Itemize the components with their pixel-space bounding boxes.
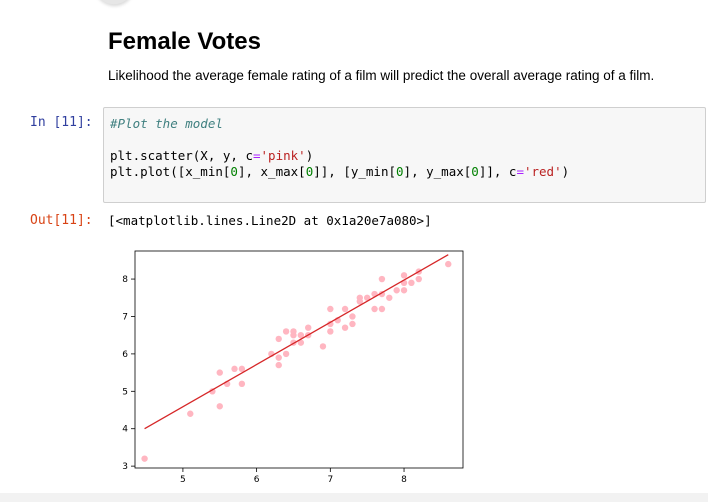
- scatter-point: [363, 294, 371, 301]
- scatter-point: [275, 335, 282, 343]
- x-tick-label: 5: [180, 475, 186, 485]
- code-token: 'pink': [260, 148, 306, 163]
- scatter-plot: 5 6 7 8 3 4 5 6 7 8: [122, 250, 464, 485]
- scatter-point: [327, 328, 334, 335]
- code-token: 0: [305, 164, 314, 179]
- scatter-point: [187, 410, 194, 417]
- scatter-point: [341, 305, 349, 313]
- y-tick-label: 3: [122, 462, 128, 472]
- y-tick-label: 5: [122, 387, 128, 397]
- scatter-point: [209, 388, 216, 395]
- plot-frame: [134, 250, 464, 469]
- scatter-point: [408, 279, 415, 287]
- code-line-plot: plt.plot([x_min[0], x_max[0]], [y_min[0]…: [110, 164, 699, 180]
- scatter-point: [290, 331, 297, 339]
- code-token: ], x_max[: [237, 164, 306, 179]
- code-token: 0: [396, 164, 404, 179]
- scatter-point: [386, 294, 393, 301]
- output-prompt: Out[11]:: [30, 213, 93, 228]
- scatter-point: [327, 320, 334, 328]
- scatter-point: [378, 275, 386, 283]
- code-token: 0: [471, 164, 479, 179]
- notebook-corner-decoration: [94, 0, 138, 8]
- code-token: =: [516, 164, 524, 179]
- code-line-scatter: plt.scatter(X, y, c='pink'): [110, 148, 699, 164]
- scatter-point: [141, 455, 148, 462]
- scatter-point: [400, 287, 408, 294]
- scatter-point: [341, 324, 349, 331]
- scatter-point: [275, 354, 282, 361]
- scatter-point: [400, 272, 408, 279]
- code-token: plt.plot([x_min[: [110, 164, 231, 179]
- x-tick-label: 8: [401, 475, 407, 485]
- scatter-point: [238, 380, 246, 388]
- scatter-point: [393, 287, 400, 294]
- code-cell-editor[interactable]: #Plot the model plt.scatter(X, y, c='pin…: [103, 107, 706, 203]
- scatter-point: [415, 275, 422, 283]
- code-token: ], y_max[: [403, 164, 472, 179]
- code-comment: #Plot the model: [110, 116, 223, 131]
- scatter-point: [275, 361, 282, 369]
- code-token: 'red': [523, 164, 562, 179]
- scatter-point: [231, 365, 238, 373]
- scatter-point: [282, 350, 290, 358]
- y-tick-label: 6: [122, 350, 128, 360]
- scatter-point: [445, 260, 452, 268]
- regression-line: [144, 254, 449, 430]
- scatter-point: [319, 343, 327, 350]
- scatter-point: [349, 313, 356, 320]
- markdown-cell: Female Votes Likelihood the average fema…: [108, 28, 698, 83]
- x-tick-label: 7: [327, 475, 333, 485]
- code-line-comment: #Plot the model: [110, 116, 699, 132]
- scatter-point: [327, 305, 334, 313]
- code-token: 0: [230, 164, 238, 179]
- code-token: plt.scatter(X, y, c: [110, 148, 253, 163]
- markdown-text: Likelihood the average female rating of …: [108, 68, 655, 83]
- scatter-point: [349, 320, 356, 328]
- scatter-point: [305, 324, 312, 331]
- input-prompt: In [11]:: [30, 115, 93, 130]
- code-token: ): [561, 164, 570, 179]
- code-token: ): [305, 148, 314, 163]
- y-tick-label: 7: [122, 312, 128, 322]
- scatter-point: [282, 328, 290, 335]
- code-token: ]], [y_min[: [313, 164, 397, 179]
- x-tick-label: 6: [254, 475, 260, 485]
- scatter-point: [216, 369, 223, 376]
- code-line-empty: [110, 132, 699, 148]
- markdown-title: Female Votes: [108, 28, 261, 55]
- scatter-point: [297, 331, 305, 339]
- scatter-point: [356, 298, 364, 305]
- scatter-point: [238, 365, 246, 373]
- scatter-point: [371, 305, 378, 313]
- scatter-point: [297, 339, 305, 346]
- scatter-point: [378, 305, 386, 313]
- bottom-scroll-area: [0, 493, 708, 502]
- scatter-point: [216, 403, 223, 410]
- code-token: ]], c: [478, 164, 517, 179]
- y-tick-label: 4: [122, 425, 128, 435]
- code-token: =: [253, 148, 261, 163]
- output-text: [<matplotlib.lines.Line2D at 0x1a20e7a08…: [108, 213, 432, 228]
- y-tick-label: 8: [122, 275, 128, 285]
